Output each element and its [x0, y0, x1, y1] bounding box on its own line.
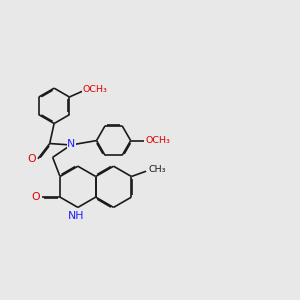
Text: OCH₃: OCH₃ — [145, 136, 170, 145]
Text: OCH₃: OCH₃ — [82, 85, 107, 94]
Text: N: N — [68, 139, 76, 149]
Text: CH₃: CH₃ — [148, 165, 166, 174]
Text: O: O — [31, 192, 40, 202]
Text: NH: NH — [68, 211, 85, 221]
Text: O: O — [27, 154, 36, 164]
